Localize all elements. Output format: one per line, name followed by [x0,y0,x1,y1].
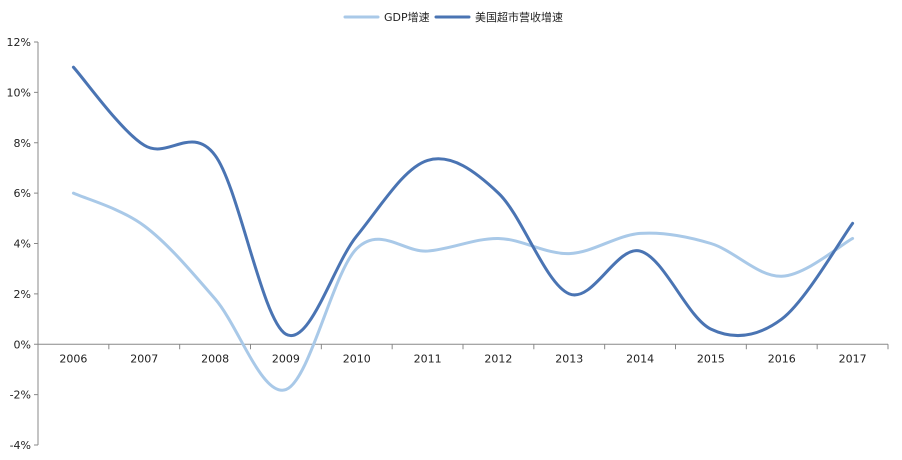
data-point [71,191,75,195]
x-tick-label: 2014 [626,352,654,365]
data-point [709,327,713,331]
series-line-1 [71,191,855,392]
data-point [71,65,75,69]
x-tick-label: 2010 [343,352,371,365]
x-tick-label: 2007 [130,352,158,365]
data-point [709,242,713,246]
x-tick-label: 2012 [484,352,512,365]
y-tick-label: 0% [14,338,31,351]
data-point [142,224,146,228]
data-point [426,249,430,253]
data-point [213,153,217,157]
data-point [851,236,855,240]
data-point [426,158,430,162]
data-point [213,297,217,301]
y-tick-label: 4% [14,238,31,251]
x-tick-label: 2011 [414,352,442,365]
x-tick-label: 2008 [201,352,229,365]
y-tick-label: -4% [10,439,31,452]
data-point [142,143,146,147]
x-tick-label: 2013 [555,352,583,365]
series-layer [71,65,855,392]
y-tick-label: 12% [7,36,31,49]
data-point [284,388,288,392]
legend-label: GDP增速 [384,10,430,24]
y-tick-label: 2% [14,288,31,301]
legend: GDP增速 美国超市营收增速 [343,10,563,24]
data-point [638,231,642,235]
legend-label: 美国超市营收增速 [475,10,563,24]
x-tick-label: 2006 [59,352,87,365]
x-tick-label: 2016 [768,352,796,365]
x-tick-label: 2009 [272,352,300,365]
x-tick-label: 2015 [697,352,725,365]
data-point [567,252,571,256]
y-tick-label: -2% [10,389,31,402]
data-point [780,274,784,278]
data-point [851,221,855,225]
series-line-2 [71,65,855,338]
y-tick-label: 10% [7,86,31,99]
data-point [355,234,359,238]
y-tick-label: 6% [14,187,31,200]
data-point [284,332,288,336]
y-tick-label: 8% [14,137,31,150]
data-point [355,247,359,251]
data-point [638,249,642,253]
data-point [780,317,784,321]
data-point [567,292,571,296]
data-point [496,191,500,195]
x-tick-label: 2017 [839,352,867,365]
axes: -4% -2% 0% 2% 4% 6% 8% 10% 12% 2006 2007 2008 2009 20… [7,36,889,452]
data-point [496,236,500,240]
